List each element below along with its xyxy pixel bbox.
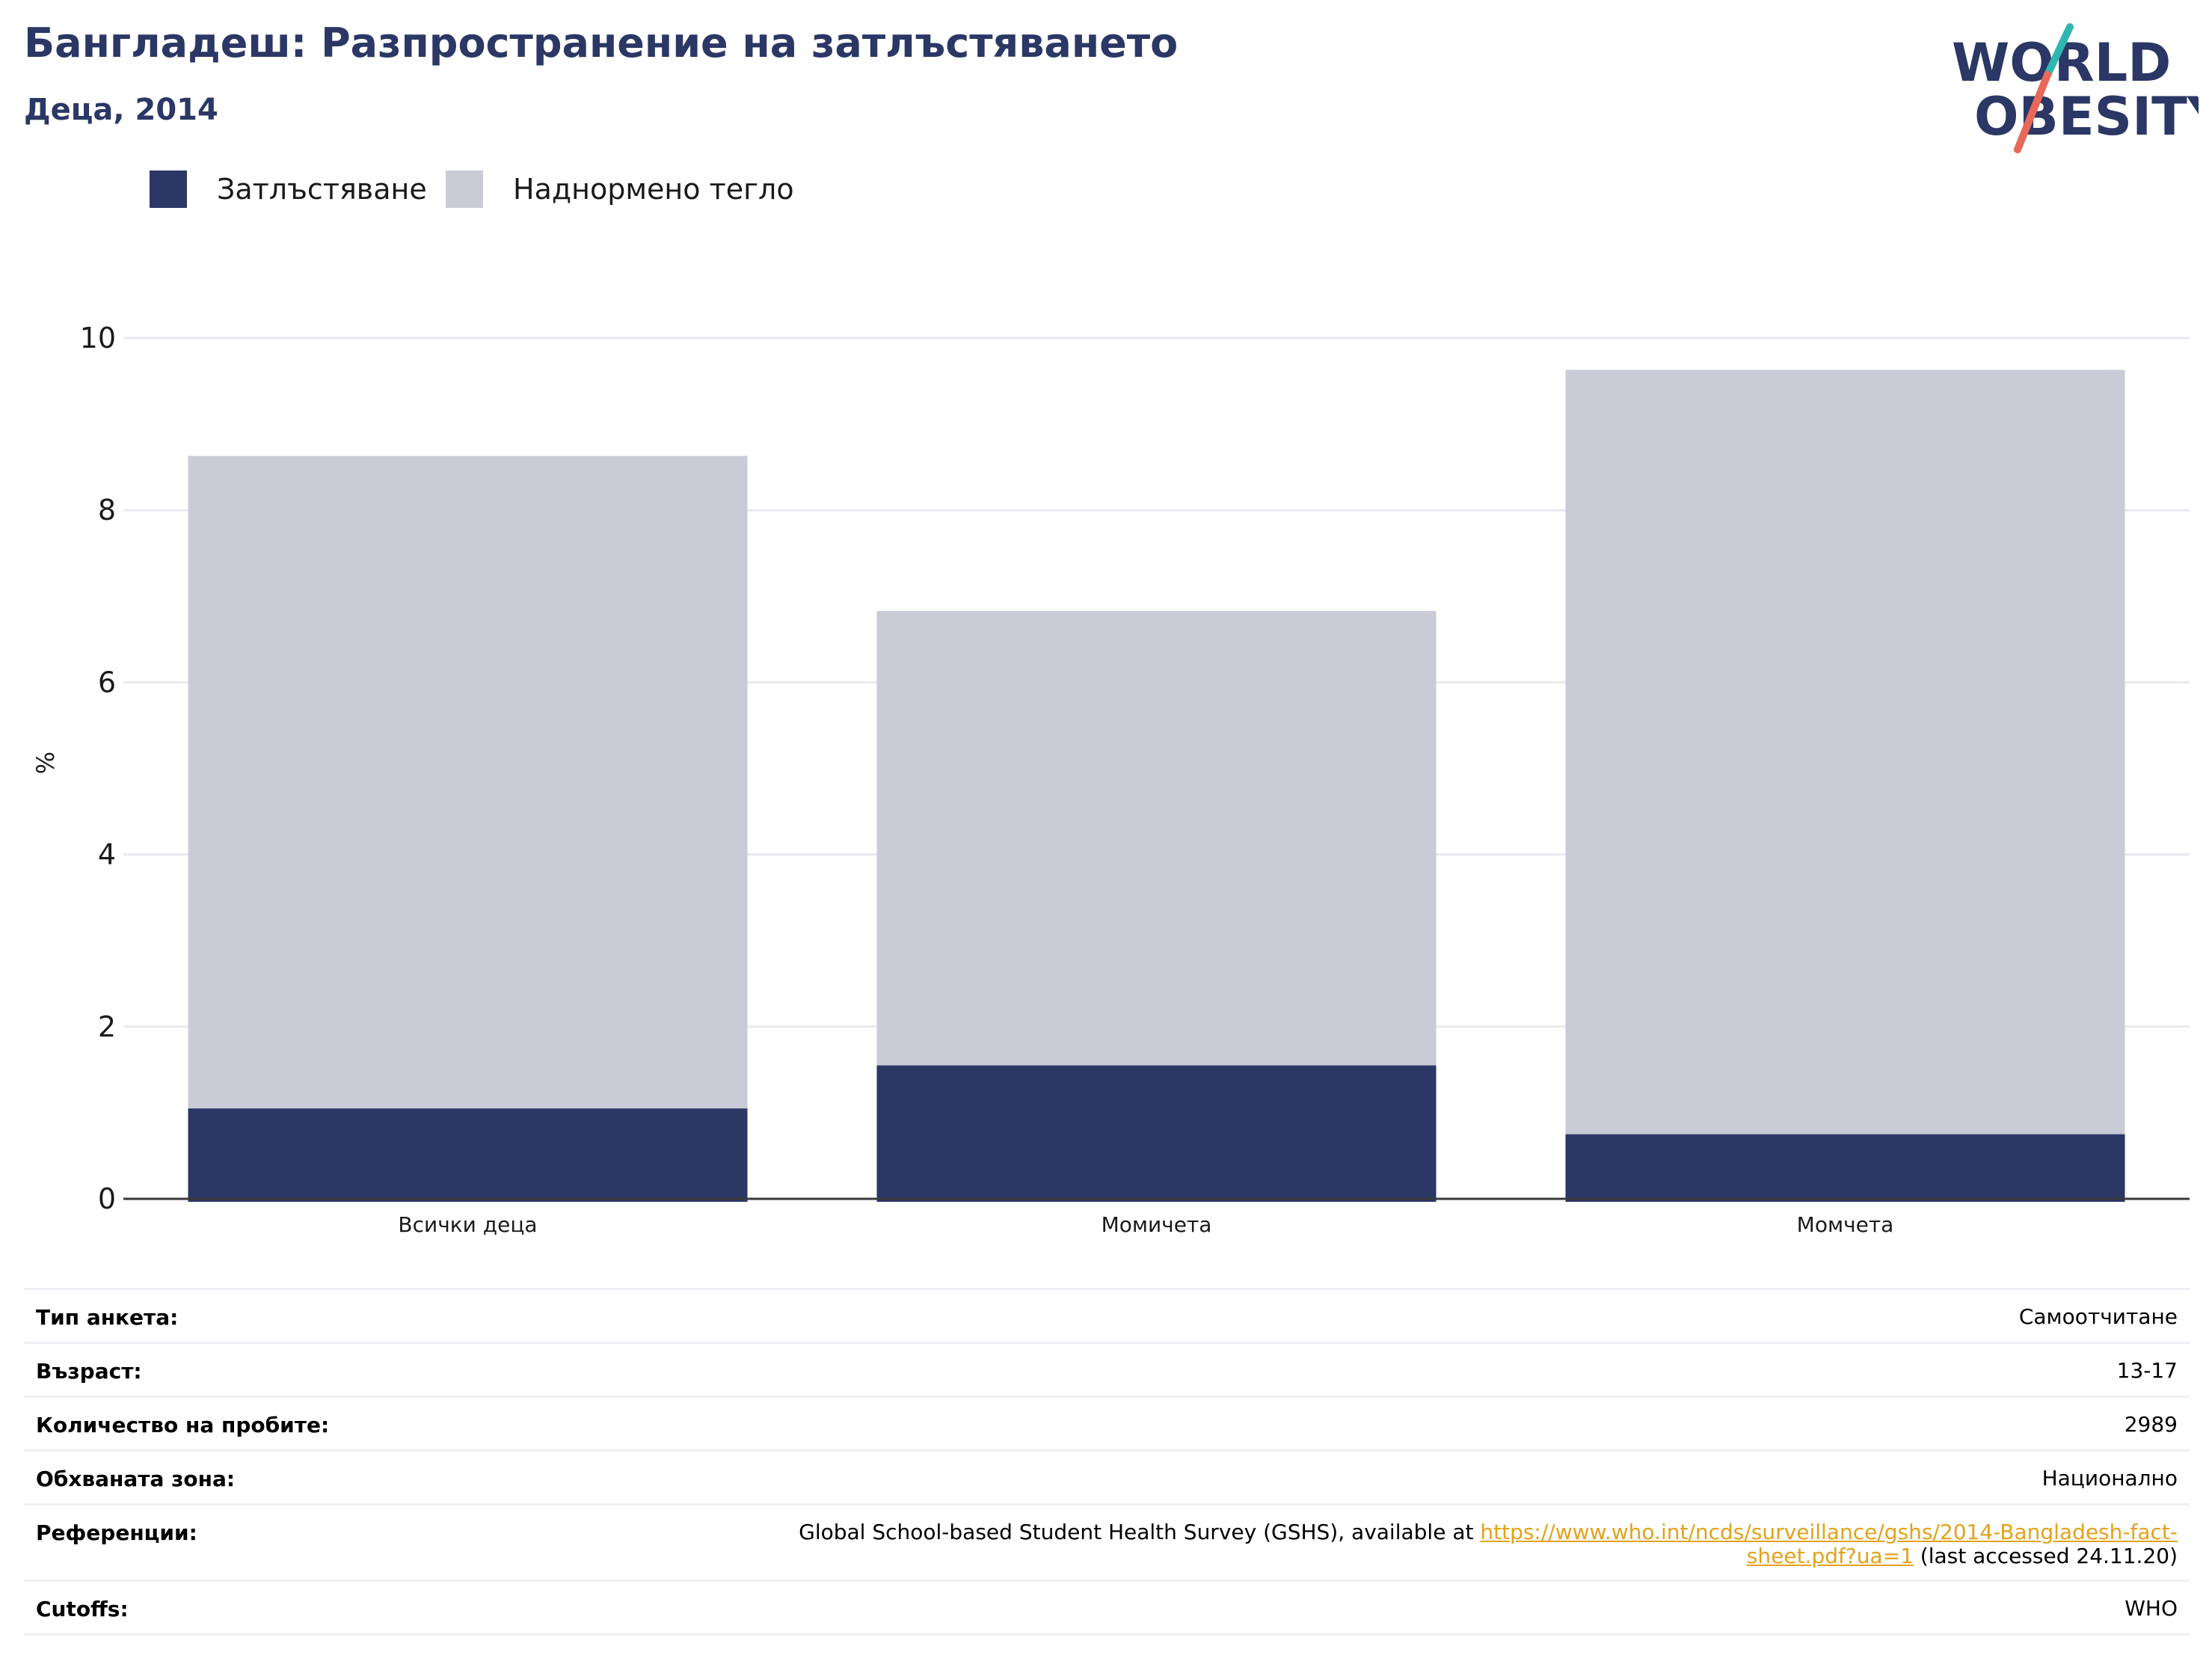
bar-overweight <box>188 455 748 1202</box>
info-row-age: Възраст: 13-17 <box>24 1344 2190 1398</box>
bar-obesity <box>876 1065 1437 1202</box>
x-tick-label: Момичета <box>1102 1212 1212 1237</box>
legend-item-overweight[interactable]: Наднормено тегло <box>446 171 794 208</box>
x-tick-label: Всички деца <box>398 1212 537 1237</box>
world-obesity-logo: WORLD OBESITY <box>1952 23 2199 153</box>
info-key: Референции: <box>36 1520 197 1545</box>
bar-chart: 0 2 4 6 8 10% Всички деца Момичета Момчета <box>31 322 2190 1237</box>
x-tick-label: Момчета <box>1797 1212 1894 1237</box>
info-key: Възраст: <box>36 1359 142 1384</box>
reference-link[interactable]: https://www.who.int/ncds/surveillance/gs… <box>1480 1520 2178 1544</box>
y-tick-label: 10 <box>80 322 116 354</box>
logo-slash-top <box>2044 23 2074 79</box>
bar-obesity <box>188 1108 748 1202</box>
info-value: Национално <box>2042 1466 2178 1491</box>
y-tick-label: 4 <box>98 838 116 871</box>
y-axis-label: % <box>31 752 60 774</box>
info-value: Самоотчитане <box>2018 1304 2178 1329</box>
y-tick-label: 0 <box>98 1182 116 1215</box>
info-row-sample-size: Количество на пробите: 2989 <box>24 1398 2190 1452</box>
reference-link-continued[interactable]: sheet.pdf?ua=1 <box>1746 1544 1914 1568</box>
chart-subtitle: Деца, 2014 <box>24 93 218 127</box>
bar-overweight <box>1565 369 2125 1202</box>
info-value: 13-17 <box>2116 1358 2178 1383</box>
info-row-cutoffs: Cutoffs: WHO <box>24 1582 2190 1636</box>
info-key: Количество на пробите: <box>36 1413 330 1437</box>
y-tick-label: 6 <box>98 666 116 699</box>
info-key: Тип анкета: <box>36 1305 179 1330</box>
info-value-reference: Global School-based Student Health Surve… <box>799 1520 2178 1568</box>
logo-slash-bottom <box>2014 71 2051 153</box>
info-row-coverage: Обхваната зона: Национално <box>24 1452 2190 1505</box>
y-tick-label: 8 <box>98 494 116 527</box>
y-tick-label: 2 <box>98 1010 116 1043</box>
info-row-survey-type: Тип анкета: Самоотчитане <box>24 1290 2190 1344</box>
legend-label-overweight: Наднормено тегло <box>513 173 794 206</box>
reference-suffix: (last accessed 24.11.20) <box>1913 1544 2178 1568</box>
legend-swatch-obesity <box>150 171 187 208</box>
chart-title: Бангладеш: Разпространение на затлъстява… <box>24 19 1179 67</box>
info-value: 2989 <box>2124 1412 2178 1437</box>
info-value: WHO <box>2125 1596 2178 1621</box>
reference-prefix: Global School-based Student Health Surve… <box>799 1520 1481 1544</box>
info-key: Обхваната зона: <box>36 1467 236 1491</box>
logo-text-obesity: OBESITY <box>1974 86 2199 147</box>
legend-swatch-overweight <box>446 171 483 208</box>
legend-item-obesity[interactable]: Затлъстяване <box>150 171 427 208</box>
info-row-references: Референции: Global School-based Student … <box>24 1505 2190 1582</box>
legend-label-obesity: Затлъстяване <box>217 173 427 206</box>
bar-obesity <box>1565 1134 2125 1202</box>
survey-info-table: Тип анкета: Самоотчитане Възраст: 13-17 … <box>24 1288 2190 1636</box>
info-key: Cutoffs: <box>36 1597 129 1621</box>
